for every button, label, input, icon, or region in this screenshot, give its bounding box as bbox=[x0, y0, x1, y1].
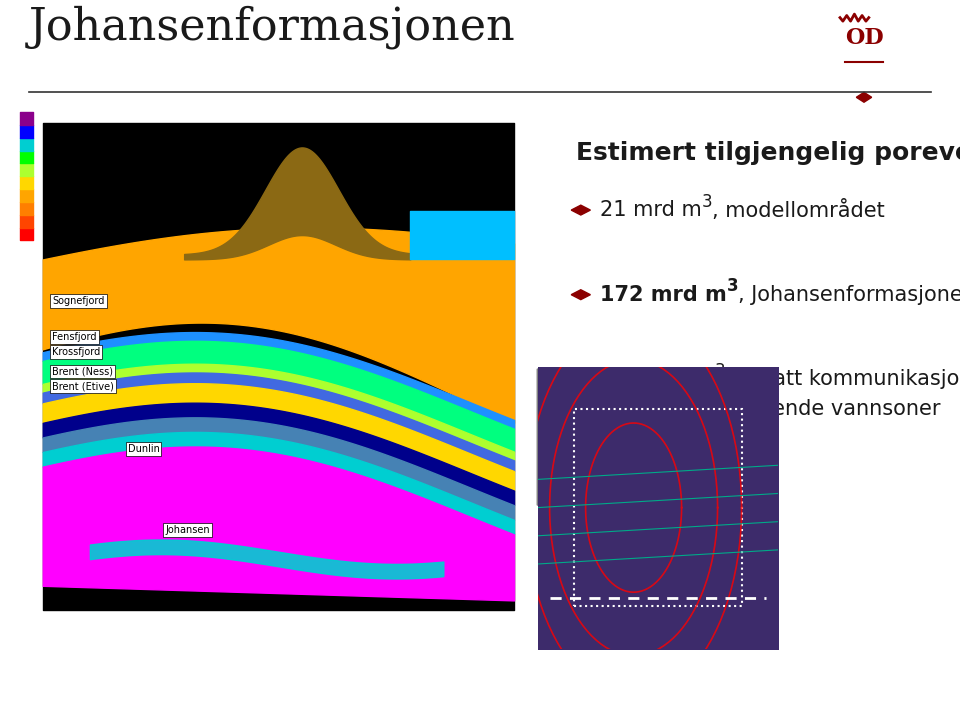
Polygon shape bbox=[571, 290, 590, 300]
Bar bbox=[574, 409, 741, 606]
Text: Brent (Etive): Brent (Etive) bbox=[52, 381, 114, 391]
Text: OD: OD bbox=[845, 27, 883, 49]
Text: 3: 3 bbox=[727, 277, 738, 295]
Polygon shape bbox=[571, 374, 590, 384]
Text: , Johansenformasjonen: , Johansenformasjonen bbox=[738, 285, 960, 305]
Text: Fensfjord: Fensfjord bbox=[52, 332, 97, 343]
Text: Krossfjord: Krossfjord bbox=[52, 347, 101, 357]
Text: Johansen: Johansen bbox=[165, 525, 210, 535]
Polygon shape bbox=[571, 205, 590, 215]
Text: med omkringliggende vannsoner: med omkringliggende vannsoner bbox=[595, 399, 941, 419]
Text: Brent (Ness): Brent (Ness) bbox=[52, 367, 113, 376]
Text: Dunlin: Dunlin bbox=[128, 444, 159, 455]
Text: , antatt kommunikasjon: , antatt kommunikasjon bbox=[726, 369, 960, 389]
Polygon shape bbox=[856, 92, 872, 102]
Text: Johansenformasjonen: Johansenformasjonen bbox=[29, 6, 516, 49]
Text: Sognefjord: Sognefjord bbox=[52, 296, 105, 306]
Text: 3: 3 bbox=[715, 362, 726, 380]
Text: 3: 3 bbox=[702, 192, 712, 211]
Text: 172 mrd m: 172 mrd m bbox=[600, 285, 727, 305]
Text: 21 mrd m: 21 mrd m bbox=[600, 200, 702, 220]
Text: , modellområdet: , modellområdet bbox=[712, 200, 885, 221]
Text: 500 mrd m: 500 mrd m bbox=[600, 369, 715, 389]
Text: Estimert tilgjengelig porevolum:: Estimert tilgjengelig porevolum: bbox=[576, 141, 960, 165]
